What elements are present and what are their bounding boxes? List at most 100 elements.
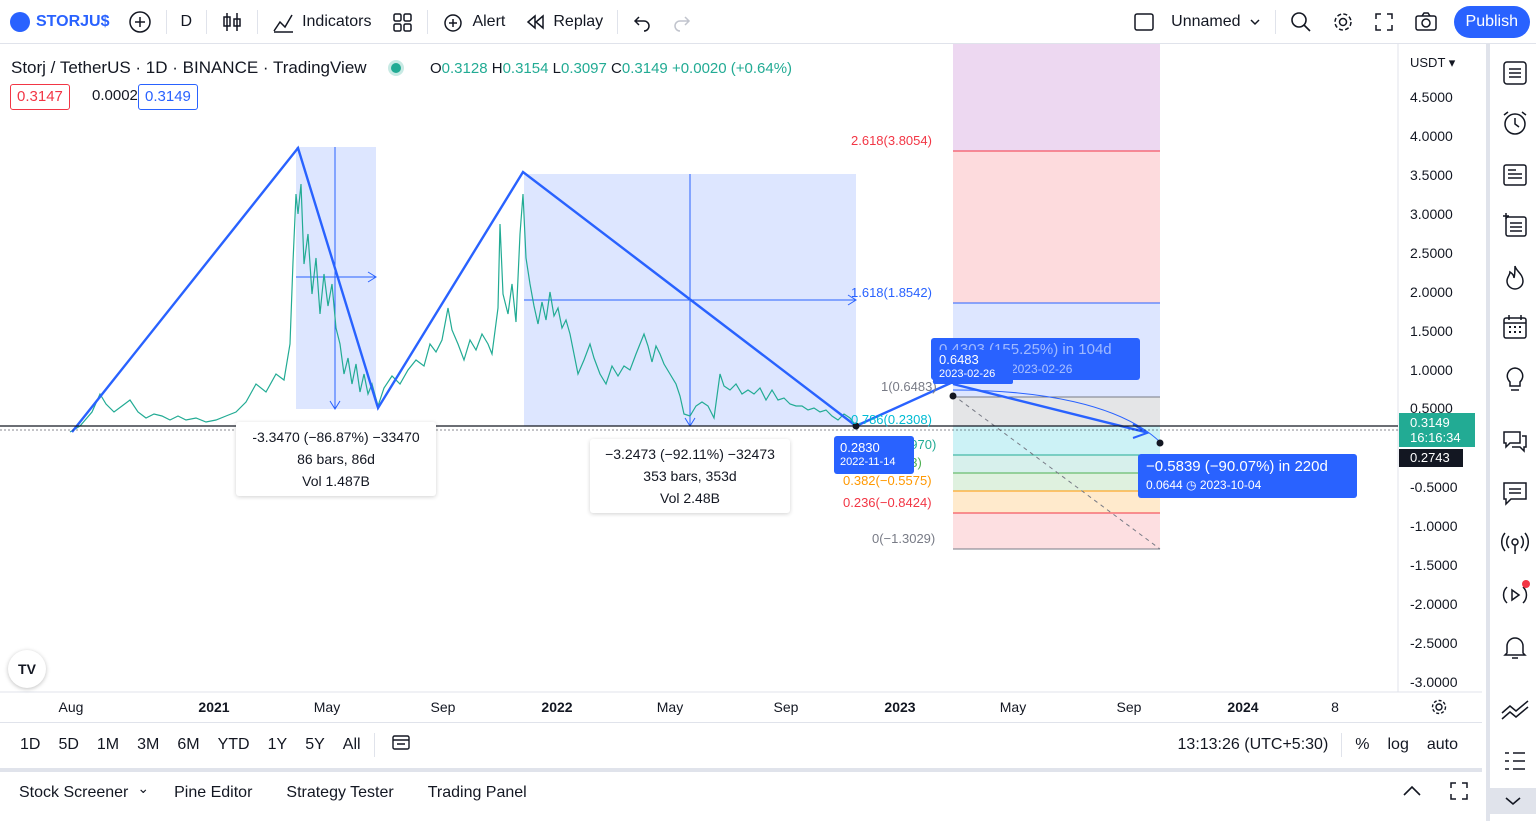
legend-ohlc: O0.3128 H0.3154 L0.3097 C0.3149 +0.0020 … bbox=[430, 60, 792, 77]
data-window-button[interactable] bbox=[1500, 210, 1530, 240]
price-tick-label: -1.0000 bbox=[1410, 518, 1458, 534]
last-price-value: 0.3149 bbox=[1410, 415, 1450, 430]
undo-button[interactable] bbox=[622, 0, 662, 44]
range-button-1y[interactable]: 1Y bbox=[267, 735, 288, 753]
fib-zone-2618 bbox=[953, 151, 1160, 303]
templates-button[interactable] bbox=[381, 0, 423, 44]
chevron-down-icon bbox=[1505, 797, 1521, 806]
panel-tab-strategy-tester[interactable]: Strategy Tester bbox=[286, 784, 394, 801]
panel-tab-trading-panel[interactable]: Trading Panel bbox=[427, 784, 527, 801]
replay-button[interactable]: Replay bbox=[515, 0, 613, 44]
maximize-panel-button[interactable] bbox=[1436, 781, 1482, 805]
price-tick-label: -0.5000 bbox=[1410, 479, 1458, 495]
alert-button[interactable]: Alert bbox=[432, 0, 515, 44]
measure-1-arrow-h bbox=[367, 271, 377, 283]
low-label: L bbox=[552, 60, 561, 77]
axis-settings-button[interactable] bbox=[1430, 698, 1448, 721]
alerts-button[interactable] bbox=[1500, 108, 1530, 138]
minds-button[interactable] bbox=[1500, 478, 1530, 508]
chevron-down-icon[interactable]: ⌄ bbox=[137, 780, 150, 796]
range-button-ytd[interactable]: YTD bbox=[217, 735, 250, 753]
calendar-button[interactable] bbox=[1500, 312, 1530, 342]
fullscreen-button[interactable] bbox=[1364, 0, 1404, 44]
measure-range-1[interactable] bbox=[296, 147, 376, 409]
price-tick-label: 2.0000 bbox=[1410, 284, 1453, 300]
redo-button[interactable] bbox=[662, 0, 702, 44]
watchlist-button[interactable] bbox=[1500, 58, 1530, 88]
range-button-all[interactable]: All bbox=[342, 735, 361, 753]
legend-symbol-title[interactable]: Storj / TetherUS · 1D · BINANCE · Tradin… bbox=[11, 58, 402, 78]
ideas-button[interactable] bbox=[1500, 364, 1530, 394]
replay-stream-button[interactable] bbox=[1500, 580, 1530, 610]
range-button-3m[interactable]: 3M bbox=[137, 735, 160, 753]
time-tick-label: Sep bbox=[430, 699, 456, 715]
chart-canvas[interactable] bbox=[0, 44, 1482, 722]
object-tree-button[interactable] bbox=[1500, 746, 1530, 776]
notifications-button[interactable] bbox=[1500, 632, 1530, 662]
range-button-1d[interactable]: 1D bbox=[20, 735, 41, 753]
indicators-button[interactable]: Indicators bbox=[262, 0, 381, 44]
search-button[interactable] bbox=[1280, 0, 1322, 44]
settings-button[interactable] bbox=[1322, 0, 1364, 44]
last-price-badge: 0.3149 16:16:34 bbox=[1399, 413, 1475, 447]
range-button-1m[interactable]: 1M bbox=[96, 735, 120, 753]
chat-bubbles-icon bbox=[1503, 431, 1527, 453]
projection-down-line[interactable] bbox=[952, 382, 1146, 434]
range-button-5y[interactable]: 5Y bbox=[305, 735, 325, 753]
panel-tab-stock-screener[interactable]: Stock Screener bbox=[19, 784, 129, 801]
price-tick-label: 4.5000 bbox=[1410, 89, 1453, 105]
buy-button[interactable]: 0.3149 bbox=[138, 84, 198, 110]
auto-toggle[interactable]: auto bbox=[1426, 735, 1458, 753]
candles-icon bbox=[223, 12, 241, 31]
right-sidebar bbox=[1486, 44, 1536, 821]
calendar-icon bbox=[1503, 315, 1527, 339]
crosshair-price-badge: 0.2743 bbox=[1399, 449, 1463, 467]
low-point-date: 2022-11-14 bbox=[840, 456, 896, 468]
chart-type-button[interactable] bbox=[211, 0, 253, 44]
change-value: +0.0020 (+0.64%) bbox=[671, 60, 793, 77]
collapse-panel-button[interactable] bbox=[1388, 784, 1436, 803]
snapshot-button[interactable] bbox=[1404, 0, 1448, 44]
chats-button[interactable] bbox=[1500, 426, 1530, 456]
currency-selector[interactable]: USDT ▾ bbox=[1410, 55, 1456, 70]
publish-button[interactable]: Publish bbox=[1453, 5, 1530, 38]
news-button[interactable] bbox=[1500, 160, 1530, 190]
separator bbox=[1274, 9, 1276, 34]
projection-up-line[interactable] bbox=[855, 380, 954, 428]
undo-icon bbox=[634, 15, 650, 32]
goto-date-button[interactable] bbox=[379, 733, 423, 756]
tradingview-logo[interactable]: TV bbox=[8, 650, 46, 688]
alarm-plus-icon bbox=[444, 13, 463, 32]
fib-level-label: 0.382(−0.5575) bbox=[843, 473, 932, 488]
symbol-search[interactable]: STORJU$ bbox=[0, 11, 118, 32]
range-button-6m[interactable]: 6M bbox=[177, 735, 200, 753]
chart-pane[interactable]: Storj / TetherUS · 1D · BINANCE · Tradin… bbox=[0, 44, 1482, 722]
sell-button[interactable]: 0.3147 bbox=[10, 84, 70, 110]
range-button-5d[interactable]: 5D bbox=[58, 735, 79, 753]
gear-icon bbox=[1431, 699, 1447, 715]
percent-toggle[interactable]: % bbox=[1355, 735, 1370, 753]
lightbulb-icon bbox=[1506, 367, 1524, 391]
sidebar-collapse-button[interactable] bbox=[1490, 788, 1536, 814]
zigzag-pattern[interactable] bbox=[71, 145, 857, 433]
price-tick-label: 4.0000 bbox=[1410, 128, 1453, 144]
projection-up-point-label: 0.6483 2023-02-26 bbox=[933, 350, 1013, 384]
time-tick-label: May bbox=[313, 699, 341, 715]
compare-add-button[interactable] bbox=[118, 0, 162, 44]
currency-label: USDT bbox=[1410, 55, 1446, 70]
hotlists-button[interactable] bbox=[1500, 262, 1530, 292]
price-tick-label: -2.5000 bbox=[1410, 635, 1458, 651]
layout-menu[interactable]: Unnamed bbox=[1123, 0, 1270, 44]
separator bbox=[165, 9, 167, 34]
anchor-projection-end[interactable] bbox=[1156, 439, 1164, 447]
measure-1-arrow bbox=[329, 400, 341, 410]
interval-button[interactable]: D bbox=[171, 0, 203, 44]
trading-panel-button[interactable] bbox=[1500, 694, 1530, 724]
time-tick-label: May bbox=[656, 699, 684, 715]
log-toggle[interactable]: log bbox=[1387, 735, 1409, 753]
streams-button[interactable] bbox=[1500, 528, 1530, 558]
timezone-clock[interactable]: 13:13:26 (UTC+5:30) bbox=[1177, 735, 1329, 753]
price-tick-label: 0.5000 bbox=[1410, 400, 1453, 416]
panel-tab-pine-editor[interactable]: Pine Editor bbox=[174, 784, 253, 801]
anchor-projection-high[interactable] bbox=[949, 392, 957, 400]
